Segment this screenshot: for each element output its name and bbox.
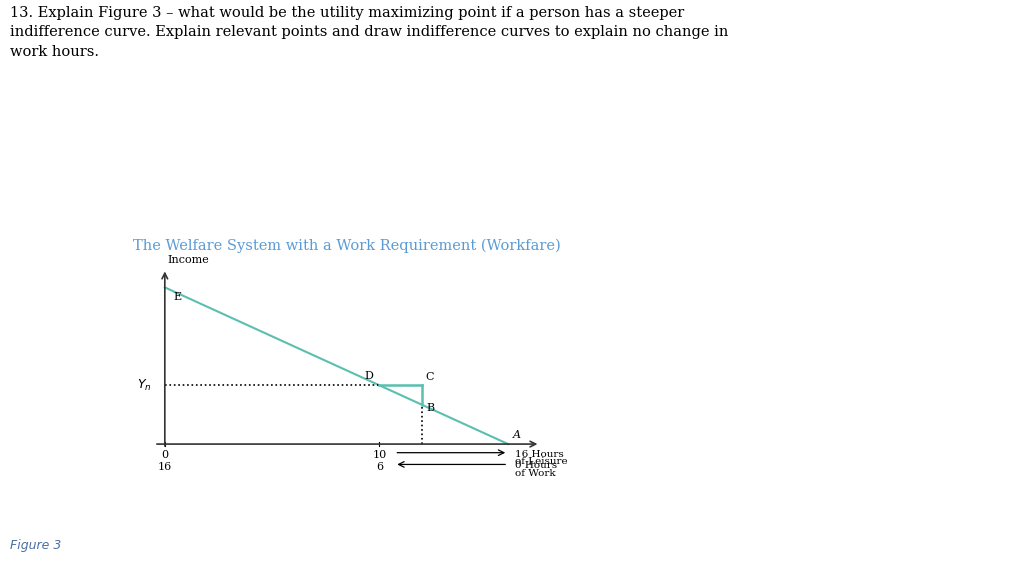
Text: 13. Explain Figure 3 – what would be the utility maximizing point if a person ha: 13. Explain Figure 3 – what would be the…: [10, 6, 729, 59]
Text: E: E: [173, 292, 181, 302]
Text: Figure 3: Figure 3: [10, 539, 61, 552]
Text: B: B: [427, 403, 435, 413]
Text: 10: 10: [373, 450, 386, 460]
Text: of Leisure: of Leisure: [514, 457, 567, 467]
Text: 16 Hours: 16 Hours: [514, 450, 563, 459]
Text: Income: Income: [167, 255, 209, 266]
Text: 6: 6: [376, 462, 383, 472]
Text: 0: 0: [161, 450, 168, 460]
Text: of Work: of Work: [514, 469, 555, 478]
Text: A: A: [512, 430, 520, 440]
Text: 16: 16: [158, 462, 172, 472]
Text: D: D: [365, 372, 373, 381]
Text: The Welfare System with a Work Requirement (Workfare): The Welfare System with a Work Requireme…: [133, 239, 561, 253]
Text: $Y_n$: $Y_n$: [137, 378, 152, 393]
Text: 0 Hours: 0 Hours: [514, 461, 557, 471]
Text: C: C: [426, 372, 434, 382]
